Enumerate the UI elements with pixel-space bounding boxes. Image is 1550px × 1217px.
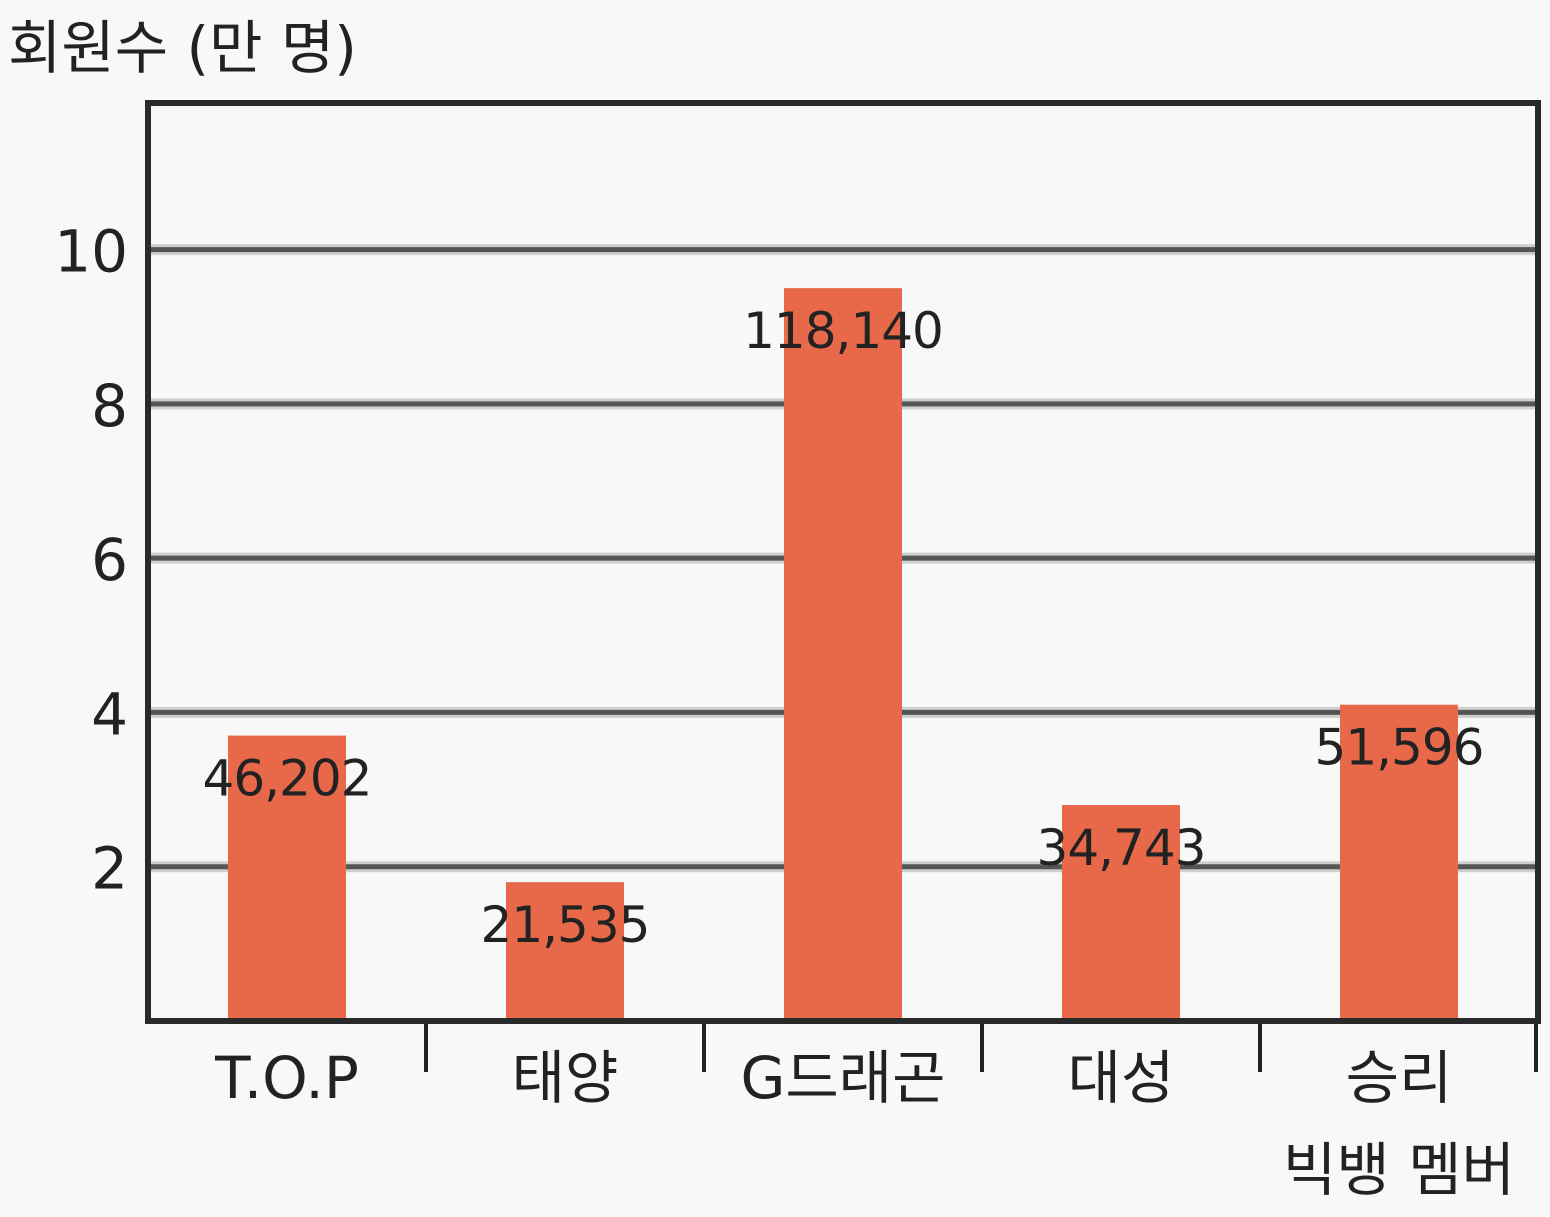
y-tick-label: 10	[54, 218, 128, 286]
y-axis-ticks: 2 4 6 8 10	[54, 218, 128, 903]
bar	[506, 882, 624, 1021]
bar	[1062, 805, 1180, 1021]
bar-value-label: 118,140	[743, 302, 943, 360]
bar-value-label: 51,596	[1315, 719, 1484, 777]
bar	[784, 288, 902, 1022]
y-tick-label: 8	[91, 372, 128, 440]
x-category-label: 대성	[1068, 1044, 1175, 1112]
x-category-label: G드래곤	[740, 1044, 945, 1112]
x-category-label: T.O.P	[214, 1044, 359, 1112]
bar-value-label: 21,535	[481, 896, 650, 954]
bar-value-label: 46,202	[203, 750, 372, 808]
x-category-label: 빅뱅 멤버	[1283, 1136, 1515, 1204]
x-category-label: 승리	[1346, 1044, 1453, 1112]
bars	[228, 288, 1458, 1022]
y-tick-label: 4	[91, 680, 128, 748]
bar	[1340, 704, 1458, 1021]
plot-frame	[145, 100, 1541, 1024]
bar-value-label: 34,743	[1037, 819, 1206, 877]
value-labels: 46,202 21,535 118,140 34,743 51,596	[203, 302, 1485, 954]
x-category-label: 태양	[512, 1044, 619, 1112]
bar	[228, 735, 346, 1021]
chart-title: 회원수 (만 명)	[8, 14, 357, 82]
y-tick-label: 2	[91, 835, 128, 903]
y-tick-label: 6	[91, 526, 128, 594]
